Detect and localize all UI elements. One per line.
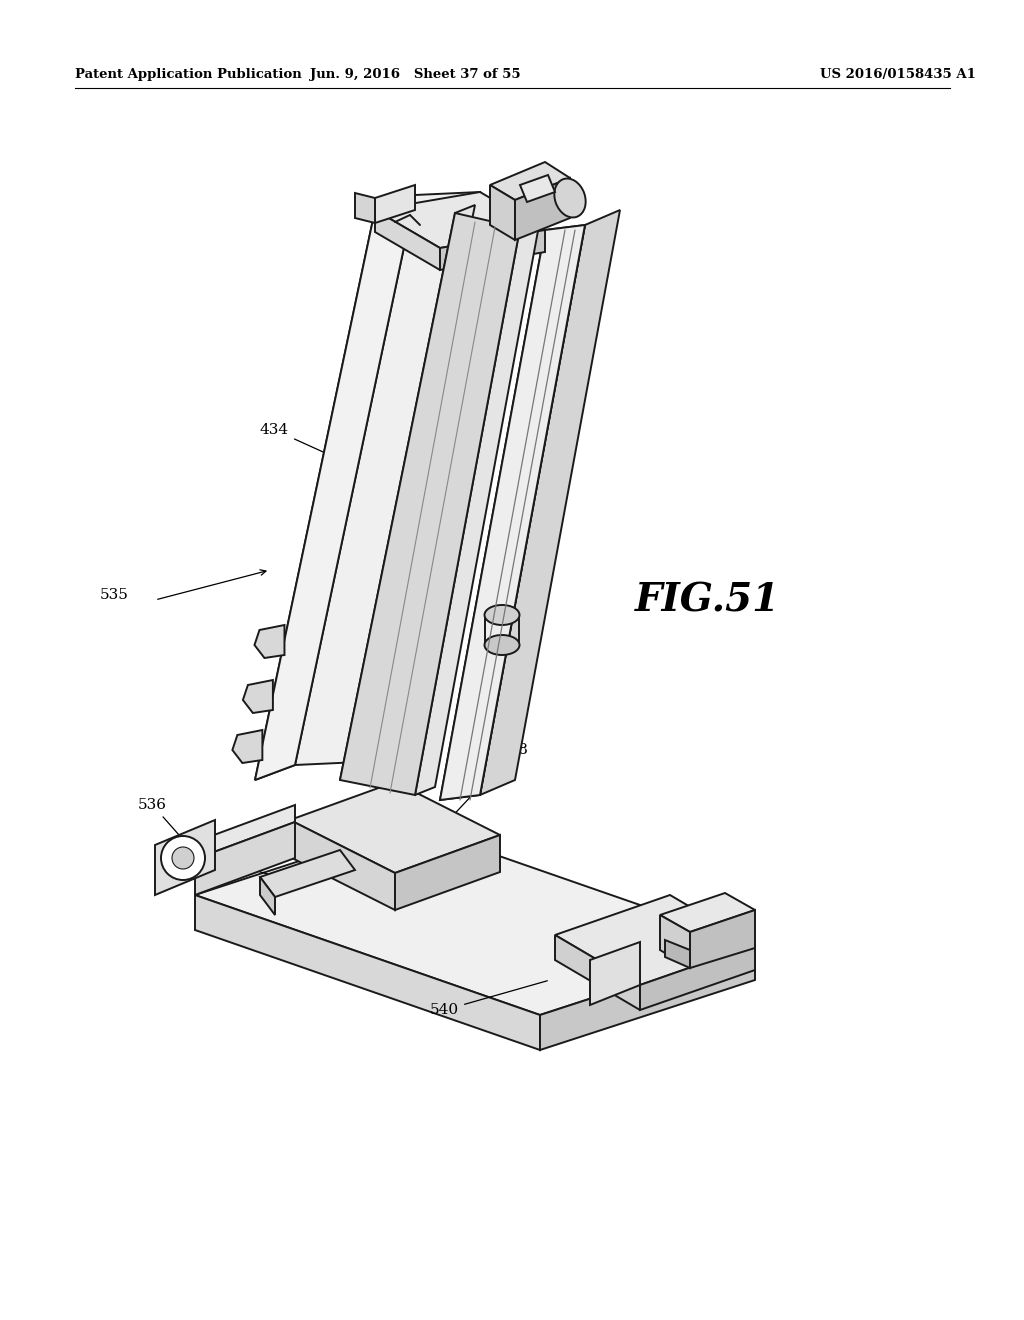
- Polygon shape: [660, 894, 755, 932]
- Polygon shape: [260, 876, 275, 915]
- Polygon shape: [290, 781, 500, 873]
- Polygon shape: [440, 224, 585, 800]
- Polygon shape: [590, 942, 640, 1005]
- Text: Patent Application Publication: Patent Application Publication: [75, 69, 302, 81]
- Polygon shape: [195, 825, 755, 1015]
- Text: 536: 536: [138, 799, 208, 869]
- Polygon shape: [515, 178, 570, 240]
- Polygon shape: [555, 935, 640, 1010]
- Polygon shape: [255, 195, 415, 780]
- Polygon shape: [415, 220, 540, 795]
- Text: FIG.51: FIG.51: [635, 581, 780, 619]
- Polygon shape: [395, 836, 500, 909]
- Polygon shape: [260, 850, 355, 898]
- Polygon shape: [555, 895, 755, 985]
- Polygon shape: [690, 909, 755, 968]
- Polygon shape: [375, 210, 440, 271]
- Polygon shape: [295, 191, 480, 766]
- Polygon shape: [375, 191, 545, 248]
- Polygon shape: [490, 162, 570, 201]
- Polygon shape: [440, 230, 545, 271]
- Polygon shape: [355, 193, 375, 223]
- Text: 540: 540: [430, 981, 547, 1016]
- Polygon shape: [490, 185, 515, 240]
- Polygon shape: [340, 205, 475, 780]
- Polygon shape: [520, 176, 555, 202]
- Polygon shape: [243, 680, 272, 713]
- Ellipse shape: [554, 178, 586, 218]
- Polygon shape: [640, 945, 755, 1010]
- Text: US 2016/0158435 A1: US 2016/0158435 A1: [820, 69, 976, 81]
- Polygon shape: [255, 195, 415, 780]
- Text: Jun. 9, 2016   Sheet 37 of 55: Jun. 9, 2016 Sheet 37 of 55: [309, 69, 520, 81]
- Polygon shape: [195, 895, 540, 1049]
- Circle shape: [172, 847, 194, 869]
- Polygon shape: [480, 210, 620, 795]
- Polygon shape: [195, 805, 295, 859]
- Polygon shape: [440, 224, 585, 800]
- Polygon shape: [340, 213, 520, 795]
- Text: 538: 538: [432, 743, 528, 838]
- Polygon shape: [660, 915, 690, 968]
- Circle shape: [161, 836, 205, 880]
- Text: 434: 434: [260, 422, 383, 479]
- Polygon shape: [665, 940, 690, 968]
- Polygon shape: [155, 820, 215, 895]
- Text: 535: 535: [100, 587, 129, 602]
- Polygon shape: [540, 945, 755, 1049]
- Polygon shape: [195, 822, 295, 895]
- Ellipse shape: [484, 635, 519, 655]
- Ellipse shape: [484, 605, 519, 624]
- Polygon shape: [290, 820, 395, 909]
- Polygon shape: [232, 730, 262, 763]
- Polygon shape: [255, 624, 285, 657]
- Polygon shape: [375, 185, 415, 223]
- Text: 542: 542: [185, 847, 297, 882]
